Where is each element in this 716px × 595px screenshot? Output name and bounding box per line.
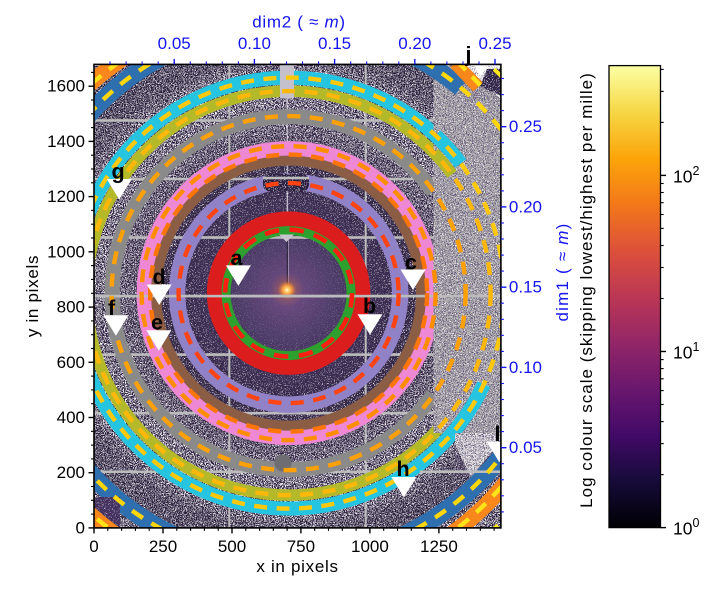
svg-text:0.20: 0.20 xyxy=(398,34,431,53)
svg-text:b: b xyxy=(363,294,376,318)
svg-text:1200: 1200 xyxy=(47,187,85,206)
svg-text:0.15: 0.15 xyxy=(509,278,542,297)
svg-text:750: 750 xyxy=(287,537,315,556)
svg-text:c: c xyxy=(405,251,417,275)
svg-text:1250: 1250 xyxy=(420,537,458,556)
svg-text:1000: 1000 xyxy=(47,242,85,261)
svg-text:0.15: 0.15 xyxy=(318,34,351,53)
svg-text:200: 200 xyxy=(57,463,85,482)
svg-text:800: 800 xyxy=(57,298,85,317)
svg-text:0.25: 0.25 xyxy=(478,34,511,53)
svg-text:f: f xyxy=(108,296,116,320)
svg-text:l: l xyxy=(495,422,501,446)
svg-text:a: a xyxy=(231,246,244,270)
svg-text:d: d xyxy=(153,265,166,289)
svg-text:0.25: 0.25 xyxy=(509,117,542,136)
svg-text:0.10: 0.10 xyxy=(238,34,271,53)
svg-text:x in pixels: x in pixels xyxy=(256,557,338,576)
svg-text:500: 500 xyxy=(218,537,246,556)
svg-text:Log colour scale (skipping low: Log colour scale (skipping lowest/highes… xyxy=(577,72,596,508)
svg-text:0: 0 xyxy=(76,518,85,537)
svg-text:600: 600 xyxy=(57,353,85,372)
svg-text:1000: 1000 xyxy=(351,537,389,556)
svg-text:0.20: 0.20 xyxy=(509,197,542,216)
svg-text:e: e xyxy=(151,311,163,335)
svg-text:100: 100 xyxy=(673,516,699,539)
svg-text:j: j xyxy=(465,43,472,67)
svg-text:250: 250 xyxy=(149,537,177,556)
svg-text:102: 102 xyxy=(673,164,699,187)
svg-text:400: 400 xyxy=(57,408,85,427)
svg-text:101: 101 xyxy=(673,340,699,363)
svg-text:0.05: 0.05 xyxy=(509,438,542,457)
svg-text:h: h xyxy=(397,457,410,481)
svg-text:dim1 ( ≈ m): dim1 ( ≈ m) xyxy=(553,222,572,321)
svg-text:1600: 1600 xyxy=(47,77,85,96)
svg-text:g: g xyxy=(112,160,125,184)
svg-text:0.10: 0.10 xyxy=(509,358,542,377)
svg-text:0.05: 0.05 xyxy=(158,34,191,53)
svg-text:0: 0 xyxy=(89,537,98,556)
svg-text:1400: 1400 xyxy=(47,132,85,151)
svg-text:dim2 ( ≈ m): dim2 ( ≈ m) xyxy=(252,13,346,32)
svg-text:y in pixels: y in pixels xyxy=(23,255,42,337)
